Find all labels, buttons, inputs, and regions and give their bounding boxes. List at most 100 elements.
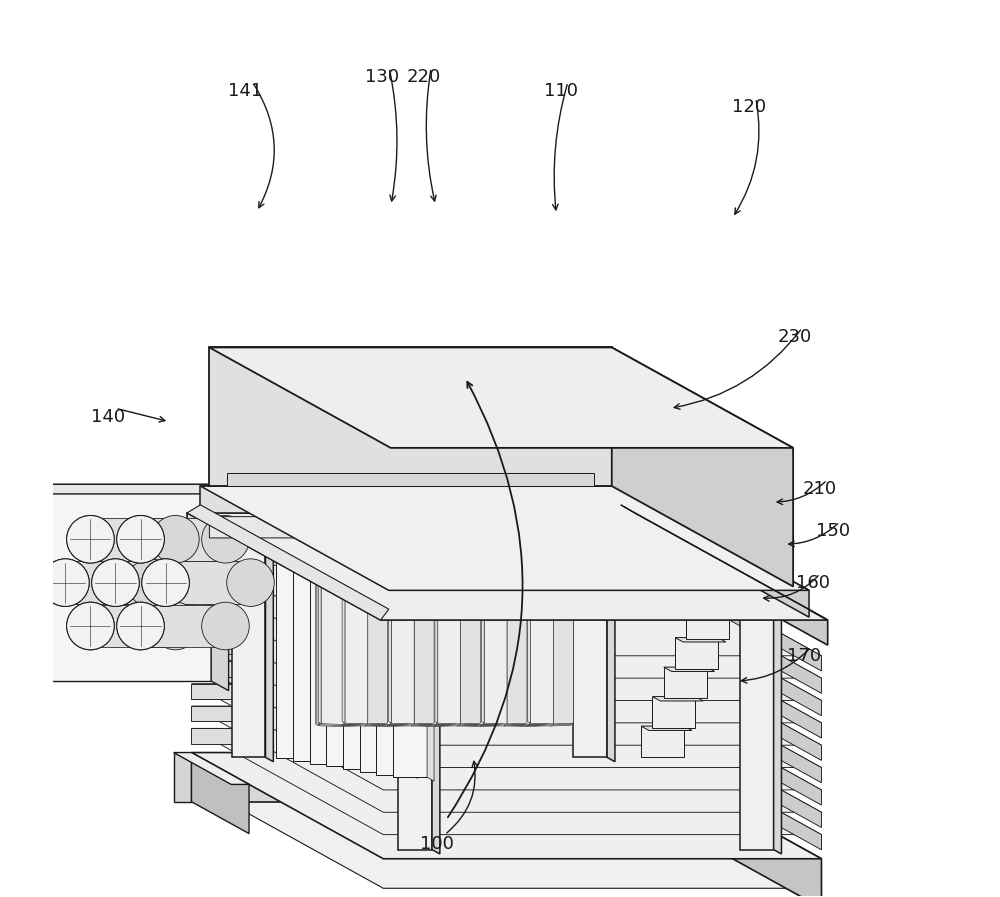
Polygon shape [427,618,434,781]
Polygon shape [411,522,434,727]
Polygon shape [376,599,410,774]
Polygon shape [456,519,459,725]
Polygon shape [209,347,793,448]
Polygon shape [386,518,431,522]
Polygon shape [457,518,503,520]
Polygon shape [483,520,506,725]
Polygon shape [141,605,225,648]
Polygon shape [630,728,821,849]
Ellipse shape [67,602,114,649]
Polygon shape [339,518,385,522]
Polygon shape [630,684,821,806]
Polygon shape [344,519,364,725]
Polygon shape [276,486,310,758]
Polygon shape [641,726,692,730]
Polygon shape [293,505,327,761]
Polygon shape [505,520,528,726]
Polygon shape [630,753,821,897]
Polygon shape [316,520,318,726]
Polygon shape [408,519,454,522]
Polygon shape [664,667,707,699]
Ellipse shape [152,602,199,649]
Polygon shape [360,543,367,771]
Polygon shape [432,509,440,854]
Text: 130: 130 [365,67,399,85]
Polygon shape [191,753,249,833]
Text: 100: 100 [420,835,454,853]
Polygon shape [191,594,630,609]
Polygon shape [115,562,200,604]
Polygon shape [457,518,460,724]
Ellipse shape [42,559,89,606]
Polygon shape [90,605,175,648]
Polygon shape [630,753,648,802]
Polygon shape [506,520,526,725]
Polygon shape [388,518,391,723]
Polygon shape [166,562,251,604]
Polygon shape [187,513,828,620]
Polygon shape [641,726,684,757]
Polygon shape [65,562,150,604]
Polygon shape [386,519,389,726]
Polygon shape [621,505,828,620]
Polygon shape [664,667,715,672]
Ellipse shape [152,516,199,563]
Polygon shape [698,579,749,583]
Polygon shape [187,505,389,620]
Ellipse shape [92,559,139,606]
Ellipse shape [142,559,189,606]
Polygon shape [434,522,454,727]
Polygon shape [435,521,458,726]
Polygon shape [368,519,388,724]
Polygon shape [573,418,615,422]
Polygon shape [362,519,408,522]
Polygon shape [740,509,774,849]
Polygon shape [435,520,455,726]
Ellipse shape [92,559,139,606]
Polygon shape [525,519,528,726]
Polygon shape [551,521,571,726]
Text: 120: 120 [732,98,766,116]
Polygon shape [191,706,821,813]
Polygon shape [191,530,223,567]
Polygon shape [458,521,478,726]
Text: 170: 170 [787,647,821,665]
Text: 160: 160 [796,574,830,592]
Polygon shape [232,418,265,757]
Polygon shape [459,520,479,725]
Polygon shape [191,639,630,654]
Polygon shape [553,519,573,724]
Polygon shape [344,524,351,768]
Polygon shape [84,530,223,547]
Polygon shape [482,520,502,726]
Text: 140: 140 [91,408,125,426]
Polygon shape [191,684,821,790]
Ellipse shape [117,602,164,649]
Polygon shape [630,550,821,671]
Polygon shape [552,520,572,725]
Polygon shape [174,753,249,784]
Polygon shape [434,518,436,724]
Ellipse shape [177,559,224,606]
Polygon shape [321,519,344,725]
Polygon shape [634,513,828,645]
Polygon shape [503,519,505,725]
Polygon shape [318,522,341,727]
Polygon shape [90,518,175,561]
Polygon shape [621,486,809,617]
Polygon shape [528,518,531,723]
Text: 220: 220 [407,67,441,85]
Polygon shape [327,505,334,765]
Polygon shape [141,518,225,561]
Polygon shape [480,522,500,727]
Ellipse shape [127,559,174,606]
Text: 110: 110 [544,82,578,100]
Polygon shape [480,518,526,521]
Polygon shape [525,518,571,522]
Polygon shape [573,418,607,757]
Polygon shape [365,518,410,520]
Polygon shape [455,519,500,522]
Polygon shape [209,517,612,538]
Polygon shape [526,518,572,521]
Polygon shape [630,594,821,716]
